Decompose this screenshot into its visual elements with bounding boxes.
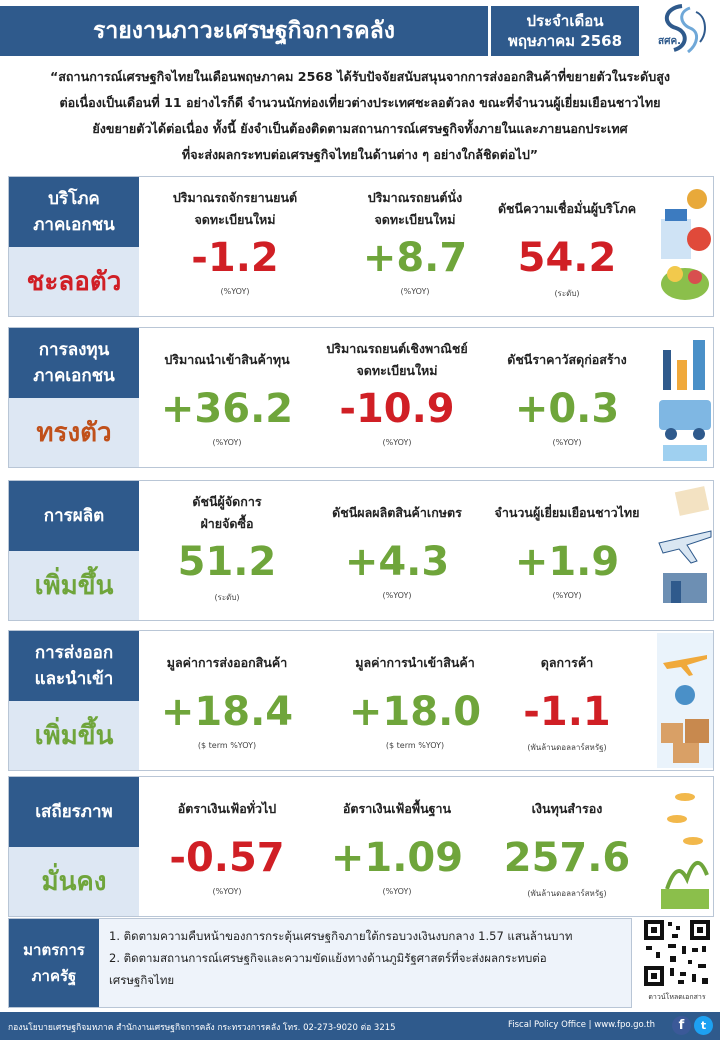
section-private-investment: การลงทุน ภาคเอกชน ทรงตัว ปริมาณนำเข้าสิน… <box>8 327 714 468</box>
summary-line: “สถานการณ์เศรษฐกิจไทยในเดือนพฤษภาคม 2568… <box>49 69 671 84</box>
report-title: รายงานภาวะเศรษฐกิจการคลัง <box>0 6 488 56</box>
metric-core-inflation: อัตราเงินเฟ้อพื้นฐาน +1.09 (%YOY) <box>309 777 485 916</box>
section-status: ทรงตัว <box>9 398 139 467</box>
footer: กองนโยบายเศรษฐกิจมหภาค สำนักงานเศรษฐกิจก… <box>0 1012 720 1040</box>
metric-value: 257.6 <box>503 835 631 881</box>
section-export-import: การส่งออก และนำเข้า เพิ่มขึ้น มูลค่าการส… <box>8 630 714 771</box>
fpo-logo-icon: สศค. <box>658 4 706 54</box>
coins-growth-icon <box>661 793 709 909</box>
summary-line: ยังขยายตัวได้ต่อเนื่อง ทั้งนี้ ยังจำเป็น… <box>92 121 628 136</box>
policy-item: เศรษฐกิจไทย <box>109 973 175 987</box>
metric-motorcycle-registration: ปริมาณรถจักรยานยนต์ จดทะเบียนใหม่ -1.2 (%… <box>147 177 323 316</box>
metric-consumer-confidence: ดัชนีความเชื่อมั่นผู้บริโภค 54.2 (ระดับ) <box>479 177 655 316</box>
airplane-travel-icon <box>658 486 712 603</box>
month-value: พฤษภาคม 2568 <box>507 32 623 50</box>
metric-headline-inflation: อัตราเงินเฟ้อทั่วไป -0.57 (%YOY) <box>139 777 315 916</box>
metric-passenger-car-registration: ปริมาณรถยนต์นั่ง จดทะเบียนใหม่ +8.7 (%YOY… <box>327 177 503 316</box>
metric-value: +1.9 <box>514 539 620 585</box>
section-label: การผลิต <box>9 481 139 551</box>
summary-text: “สถานการณ์เศรษฐกิจไทยในเดือนพฤษภาคม 2568… <box>10 64 710 174</box>
section-label: เสถียรภาพ <box>9 777 139 847</box>
industry-icon <box>659 340 711 461</box>
summary-line: ต่อเนื่องเป็นเดือนที่ 11 อย่างไรก็ดี จำน… <box>59 95 661 110</box>
metric-value: +8.7 <box>362 235 468 281</box>
metric-purchasing-managers-index: ดัชนีผู้จัดการ ฝ่ายจัดซื้อ 51.2 (ระดับ) <box>139 481 315 620</box>
metric-unit: (%YOY) <box>220 287 250 296</box>
policy-item: 2. ติดตามสถานการณ์เศรษฐกิจและความขัดแย้ง… <box>109 951 547 965</box>
summary-line: ที่จะส่งผลกระทบต่อเศรษฐกิจไทยในด้านต่าง … <box>181 147 539 162</box>
metric-unit: (%YOY) <box>382 887 412 896</box>
metric-unit: (พันล้านดอลลาร์สหรัฐ) <box>527 889 607 898</box>
metric-construction-material-price: ดัชนีราคาวัสดุก่อสร้าง +0.3 (%YOY) <box>479 328 655 467</box>
metric-thai-visitors: จำนวนผู้เยี่ยมเยือนชาวไทย +1.9 (%YOY) <box>479 481 655 620</box>
report-month: ประจำเดือน พฤษภาคม 2568 <box>491 6 639 56</box>
metric-export-value: มูลค่าการส่งออกสินค้า +18.4 ($ term %YOY… <box>139 631 315 770</box>
metric-value: +1.09 <box>330 835 464 881</box>
metric-value: 54.2 <box>517 235 617 281</box>
policy-label: มาตรการ ภาครัฐ <box>9 919 99 1007</box>
policy-items: 1. ติดตามความคืบหน้าของการกระตุ้นเศรษฐกิ… <box>109 925 629 991</box>
section-status: ชะลอตัว <box>9 247 139 316</box>
metric-value: -0.57 <box>169 835 285 881</box>
metric-value: -10.9 <box>339 386 455 432</box>
metric-unit: (%YOY) <box>212 887 242 896</box>
month-label: ประจำเดือน <box>526 12 604 30</box>
section-status: มั่นคง <box>9 847 139 916</box>
metric-trade-balance: ดุลการค้า -1.1 (พันล้านดอลลาร์สหรัฐ) <box>479 631 655 770</box>
metric-value: 51.2 <box>177 539 277 585</box>
metric-value: -1.2 <box>191 235 279 281</box>
qr-code-icon[interactable] <box>642 918 712 988</box>
government-measures: มาตรการ ภาครัฐ 1. ติดตามความคืบหน้าของกา… <box>8 918 632 1008</box>
metric-unit: (%YOY) <box>212 438 242 447</box>
metric-capital-goods-import: ปริมาณนำเข้าสินค้าทุน +36.2 (%YOY) <box>139 328 315 467</box>
metric-international-reserves: เงินทุนสำรอง 257.6 (พันล้านดอลลาร์สหรัฐ) <box>479 777 655 916</box>
metric-value: +0.3 <box>514 386 620 432</box>
metric-value: -1.1 <box>523 689 611 735</box>
metric-unit: ($ term %YOY) <box>385 741 445 750</box>
section-status: เพิ่มขึ้น <box>9 701 139 770</box>
section-label: การลงทุน ภาคเอกชน <box>9 328 139 398</box>
qr-caption: ดาวน์โหลดเอกสาร <box>648 993 706 1001</box>
footer-contact: กองนโยบายเศรษฐกิจมหภาค สำนักงานเศรษฐกิจก… <box>8 1023 396 1033</box>
metric-unit: (%YOY) <box>552 591 582 600</box>
metric-unit: (ระดับ) <box>214 593 240 602</box>
facebook-icon[interactable]: f <box>672 1016 691 1035</box>
metric-agricultural-output-index: ดัชนีผลผลิตสินค้าเกษตร +4.3 (%YOY) <box>309 481 485 620</box>
section-production: การผลิต เพิ่มขึ้น ดัชนีผู้จัดการ ฝ่ายจัดซ… <box>8 480 714 621</box>
metric-unit: ($ term %YOY) <box>197 741 257 750</box>
report-header: รายงานภาวะเศรษฐกิจการคลัง ประจำเดือน พฤษ… <box>0 0 720 62</box>
cargo-shipping-icon <box>657 633 713 768</box>
section-stability: เสถียรภาพ มั่นคง อัตราเงินเฟ้อทั่วไป -0.… <box>8 776 714 917</box>
metric-unit: (%YOY) <box>382 438 412 447</box>
groceries-icon <box>661 189 711 300</box>
section-status: เพิ่มขึ้น <box>9 551 139 620</box>
section-private-consumption: บริโภค ภาคเอกชน ชะลอตัว ปริมาณรถจักรยานย… <box>8 176 714 317</box>
metric-value: +36.2 <box>160 386 294 432</box>
footer-website[interactable]: Fiscal Policy Office | www.fpo.go.th <box>508 1020 656 1030</box>
metric-value: +18.4 <box>160 689 294 735</box>
metric-unit: (ระดับ) <box>554 289 580 298</box>
policy-item: 1. ติดตามความคืบหน้าของการกระตุ้นเศรษฐกิ… <box>109 929 573 943</box>
section-label: การส่งออก และนำเข้า <box>9 631 139 701</box>
section-label: บริโภค ภาคเอกชน <box>9 177 139 247</box>
twitter-icon[interactable]: t <box>694 1016 713 1035</box>
metric-commercial-car-registration: ปริมาณรถยนต์เชิงพาณิชย์ จดทะเบียนใหม่ -10… <box>309 328 485 467</box>
metric-unit: (พันล้านดอลลาร์สหรัฐ) <box>527 743 607 752</box>
metric-value: +18.0 <box>348 689 482 735</box>
metric-unit: (%YOY) <box>400 287 430 296</box>
svg-text:สศค.: สศค. <box>658 36 681 47</box>
metric-unit: (%YOY) <box>382 591 412 600</box>
metric-value: +4.3 <box>344 539 450 585</box>
metric-unit: (%YOY) <box>552 438 582 447</box>
metric-import-value: มูลค่าการนำเข้าสินค้า +18.0 ($ term %YOY… <box>327 631 503 770</box>
